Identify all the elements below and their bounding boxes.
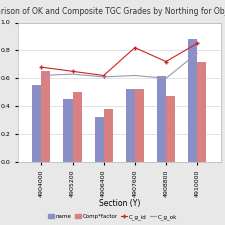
Bar [166,97,175,162]
Bar [197,62,206,162]
Bar [126,90,135,162]
Bar [104,109,113,162]
Bar [63,99,72,162]
X-axis label: Section (Y): Section (Y) [99,198,140,207]
Bar [72,92,82,162]
Bar [41,71,50,162]
Text: Comparison of OK and Composite TGC Grades by Northing for Object 10: Comparison of OK and Composite TGC Grade… [0,7,225,16]
Bar [188,39,197,162]
Bar [157,76,166,162]
Bar [94,117,104,162]
Legend: name, Comp*factor, C_g_id, C_g_ok: name, Comp*factor, C_g_id, C_g_ok [48,214,177,220]
Bar [32,85,41,162]
Bar [135,90,144,162]
